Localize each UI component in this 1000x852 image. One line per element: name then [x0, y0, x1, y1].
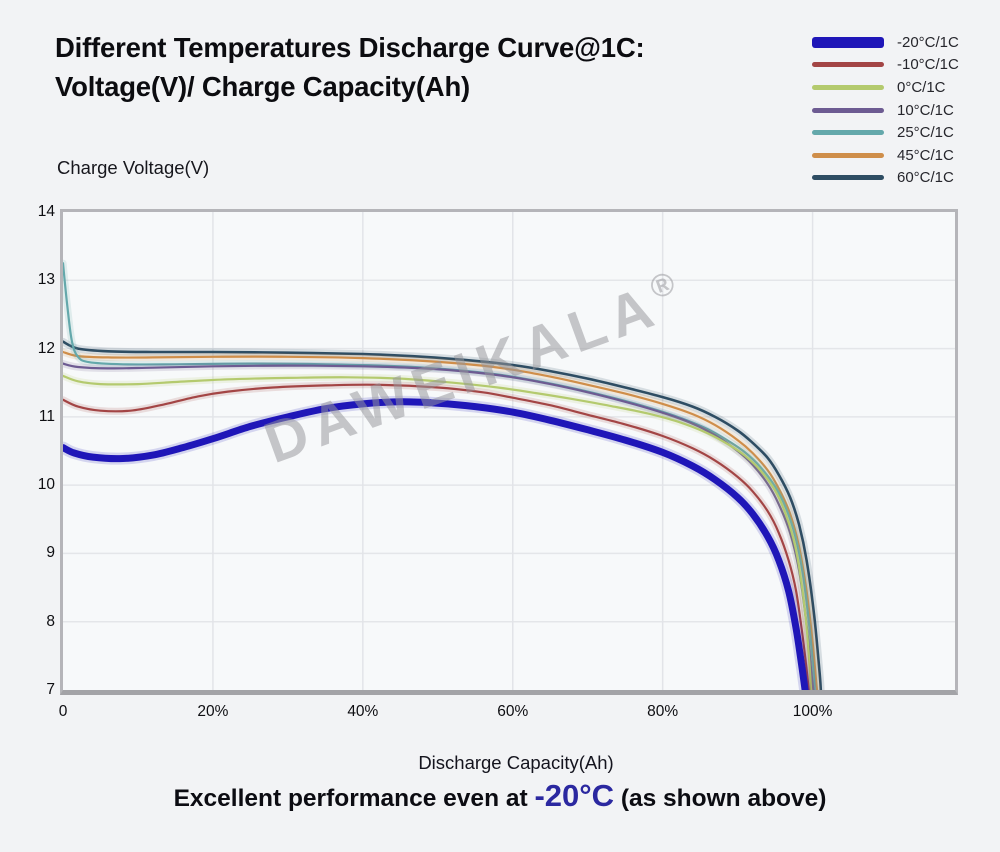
legend-swatch	[812, 130, 884, 136]
x-tick-label: 20%	[197, 703, 229, 720]
legend-label: 10°C/1C	[897, 101, 954, 119]
legend-label: 25°C/1C	[897, 124, 954, 142]
y-tick-label: 11	[38, 407, 55, 425]
legend-label: -20°C/1C	[897, 33, 959, 51]
x-tick-label: 100%	[792, 703, 833, 720]
legend-item: 0°C/1C	[812, 76, 982, 99]
y-tick-label: 12	[37, 339, 55, 357]
legend-label: 0°C/1C	[897, 78, 946, 96]
legend-swatch	[812, 36, 884, 48]
series-line-60C1C	[63, 337, 825, 690]
footer-note: Excellent performance even at -20°C (as …	[0, 778, 1000, 814]
chart-title: Different Temperatures Discharge Curve@1…	[55, 28, 645, 106]
legend-swatch	[812, 62, 884, 68]
y-axis-title: Charge Voltage(V)	[57, 157, 210, 178]
x-tick-label: 60%	[497, 703, 529, 720]
legend-item: 60°C/1C	[812, 167, 982, 190]
footer-suffix: (as shown above)	[614, 785, 827, 812]
legend-swatch	[812, 175, 884, 181]
legend-item: 45°C/1C	[812, 144, 982, 167]
x-axis-title: Discharge Capacity(Ah)	[418, 752, 614, 773]
chart-title-line2: Voltage(V)/ Charge Capacity(Ah)	[55, 71, 471, 102]
legend-label: 60°C/1C	[897, 169, 954, 187]
x-tick-label: 0	[58, 703, 68, 720]
y-tick-label: 9	[46, 544, 55, 562]
series-line-10C1C	[63, 362, 815, 690]
legend-item: 25°C/1C	[812, 121, 982, 144]
y-tick-label: 7	[46, 681, 55, 698]
x-tick-label: 40%	[347, 703, 379, 720]
legend-swatch	[812, 152, 884, 158]
legend-label: -10°C/1C	[897, 56, 959, 74]
series-line--20C1C	[63, 398, 809, 690]
footer-temperature: -20°C	[534, 778, 615, 813]
legend: -20°C/1C -10°C/1C 0°C/1C 10°C/1C 25°C/1C 45°C…	[812, 31, 982, 189]
chart-title-line1: Different Temperatures Discharge Curve@1…	[55, 32, 645, 63]
series-line-60C1C	[63, 340, 823, 690]
y-tick-label: 14	[37, 203, 55, 220]
legend-item: -20°C/1C	[812, 31, 982, 54]
legend-item: -10°C/1C	[812, 54, 982, 77]
y-tick-label: 8	[46, 612, 55, 630]
y-tick-label: 13	[37, 271, 55, 289]
legend-swatch	[812, 107, 884, 113]
legend-item: 10°C/1C	[812, 99, 982, 122]
series-line-45C1C	[63, 350, 819, 690]
series-line--10C1C	[63, 383, 810, 690]
plot-area: DAWEIKALA®	[60, 209, 958, 695]
series-line-0C1C	[63, 374, 813, 690]
footer-prefix: Excellent performance even at	[173, 785, 535, 812]
legend-swatch	[812, 84, 884, 90]
y-tick-label: 10	[37, 476, 55, 494]
legend-label: 45°C/1C	[897, 146, 954, 164]
chart-canvas	[63, 212, 955, 690]
x-tick-label: 80%	[647, 703, 679, 720]
